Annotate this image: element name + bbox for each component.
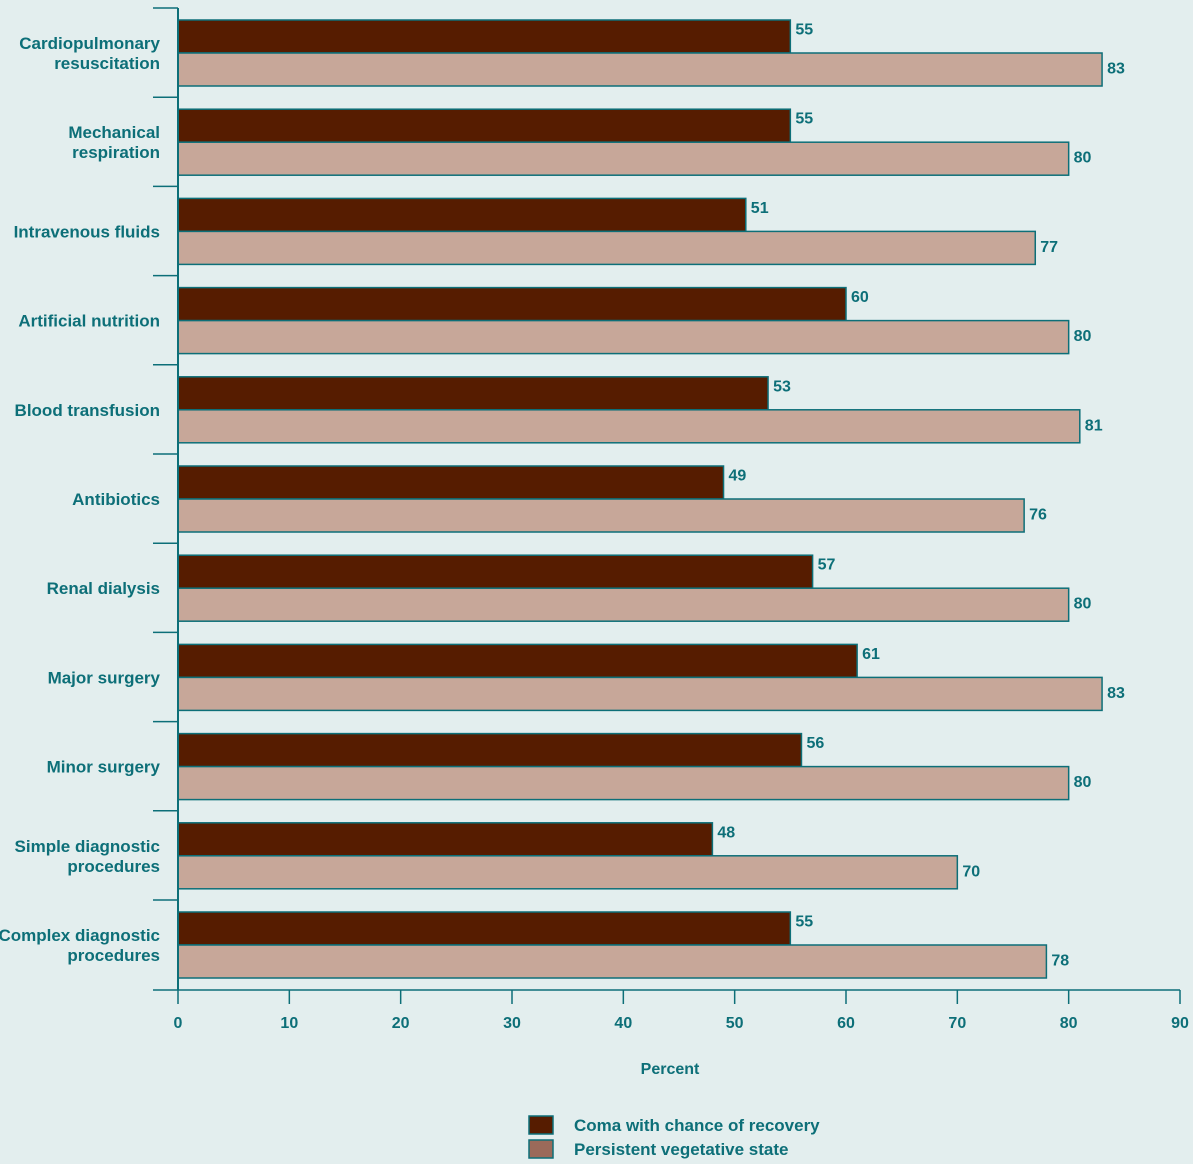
category-label-4: Blood transfusion bbox=[15, 401, 160, 420]
bar-coma-2 bbox=[177, 197, 747, 233]
bar-coma-3 bbox=[177, 286, 847, 322]
x-tick-label-10: 10 bbox=[280, 1015, 298, 1032]
legend: Coma with chance of recovery Persistent v… bbox=[528, 1115, 820, 1159]
category-label-3: Artificial nutrition bbox=[18, 312, 160, 331]
bar-pvs-7 bbox=[177, 676, 1103, 712]
bar-pvs-3 bbox=[177, 319, 1070, 355]
category-label-10-line-0: Complex diagnostic bbox=[0, 926, 160, 945]
x-tick-label-80: 80 bbox=[1060, 1015, 1078, 1032]
value-label-coma-7: 61 bbox=[862, 646, 880, 663]
value-label-coma-3: 60 bbox=[851, 289, 869, 306]
value-label-pvs-0: 83 bbox=[1107, 61, 1125, 78]
bar-pvs-4 bbox=[177, 409, 1081, 444]
value-label-pvs-2: 77 bbox=[1040, 239, 1058, 256]
category-label-2: Intravenous fluids bbox=[14, 222, 160, 241]
category-label-10-line-1: procedures bbox=[67, 946, 160, 965]
bar-coma-0 bbox=[177, 19, 792, 54]
x-tick-label-70: 70 bbox=[948, 1015, 966, 1032]
value-label-pvs-5: 76 bbox=[1029, 507, 1047, 524]
bar-coma-5 bbox=[177, 465, 725, 500]
bar-coma-4 bbox=[177, 376, 769, 411]
value-labels: 55 83 55 80 51 77 60 80 53 81 49 76 57 80 61 83 56 80 48 70… bbox=[717, 22, 1125, 970]
x-tick-label-0: 0 bbox=[174, 1015, 183, 1032]
category-label-1-line-0: Mechanical bbox=[68, 123, 160, 142]
value-label-pvs-9: 70 bbox=[962, 863, 980, 880]
bar-pvs-8 bbox=[177, 765, 1070, 801]
value-label-coma-5: 49 bbox=[729, 468, 747, 485]
value-label-coma-8: 56 bbox=[806, 735, 824, 752]
value-label-pvs-10: 78 bbox=[1051, 953, 1069, 970]
value-label-coma-1: 55 bbox=[795, 111, 813, 128]
value-label-pvs-6: 80 bbox=[1074, 596, 1092, 613]
bar-pvs-9 bbox=[177, 855, 959, 890]
bar-pvs-0 bbox=[177, 52, 1103, 87]
axes: 0 10 20 30 40 50 60 70 80 90 bbox=[153, 7, 1189, 1032]
x-tick-label-40: 40 bbox=[614, 1015, 632, 1032]
value-label-coma-2: 51 bbox=[751, 200, 769, 217]
x-axis-title: Percent bbox=[641, 1061, 700, 1078]
value-label-pvs-1: 80 bbox=[1074, 150, 1092, 167]
category-label-6: Renal dialysis bbox=[47, 579, 160, 598]
value-label-pvs-7: 83 bbox=[1107, 685, 1125, 702]
x-tick-label-20: 20 bbox=[392, 1015, 410, 1032]
x-tick-label-60: 60 bbox=[837, 1015, 855, 1032]
legend-swatch-coma bbox=[528, 1115, 554, 1135]
x-tick-label-30: 30 bbox=[503, 1015, 521, 1032]
category-label-8: Minor surgery bbox=[47, 758, 161, 777]
category-label-5: Antibiotics bbox=[72, 490, 160, 509]
bars bbox=[177, 19, 1103, 979]
bar-pvs-2 bbox=[177, 230, 1037, 266]
value-label-coma-10: 55 bbox=[795, 914, 813, 931]
bar-coma-1 bbox=[177, 108, 792, 143]
bar-coma-9 bbox=[177, 822, 714, 857]
legend-swatch-pvs bbox=[528, 1139, 554, 1159]
value-label-coma-0: 55 bbox=[795, 22, 813, 39]
bar-coma-6 bbox=[177, 554, 814, 589]
category-label-9-line-0: Simple diagnostic bbox=[15, 837, 160, 856]
bar-pvs-5 bbox=[177, 498, 1025, 533]
bar-coma-10 bbox=[177, 911, 792, 946]
legend-label-pvs: Persistent vegetative state bbox=[574, 1140, 789, 1159]
value-label-pvs-3: 80 bbox=[1074, 328, 1092, 345]
category-label-1-line-1: respiration bbox=[72, 143, 160, 162]
x-tick-label-90: 90 bbox=[1171, 1015, 1189, 1032]
bar-pvs-10 bbox=[177, 944, 1048, 979]
bar-pvs-6 bbox=[177, 587, 1070, 622]
value-label-pvs-8: 80 bbox=[1074, 774, 1092, 791]
category-label-7: Major surgery bbox=[48, 668, 161, 687]
bar-pvs-1 bbox=[177, 141, 1070, 176]
category-label-9-line-1: procedures bbox=[67, 857, 160, 876]
bar-coma-7 bbox=[177, 643, 858, 679]
bar-coma-8 bbox=[177, 732, 803, 768]
category-label-0-line-1: resuscitation bbox=[54, 54, 160, 73]
value-label-pvs-4: 81 bbox=[1085, 417, 1103, 434]
category-label-0-line-0: Cardiopulmonary bbox=[19, 34, 160, 53]
value-label-coma-4: 53 bbox=[773, 378, 791, 395]
x-tick-label-50: 50 bbox=[726, 1015, 744, 1032]
value-label-coma-6: 57 bbox=[818, 557, 836, 574]
legend-label-coma: Coma with chance of recovery bbox=[574, 1116, 820, 1135]
value-label-coma-9: 48 bbox=[717, 824, 735, 841]
